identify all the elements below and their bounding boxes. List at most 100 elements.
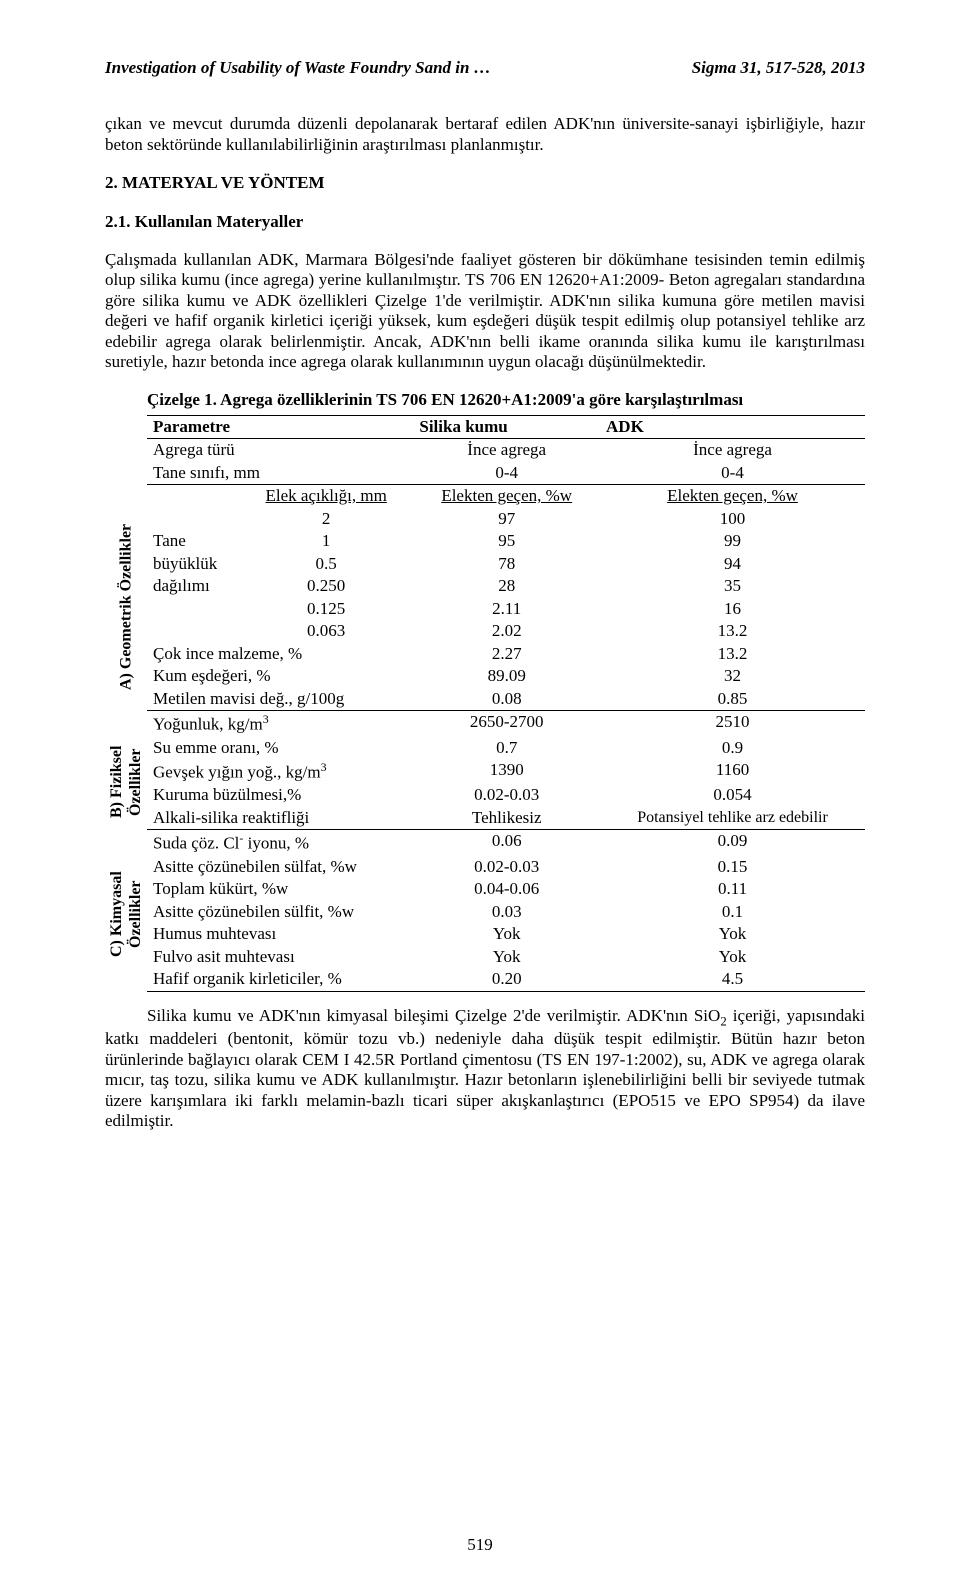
cell: 0.02-0.03 <box>413 784 600 807</box>
cell: İnce agrega <box>413 439 600 462</box>
cell: Yok <box>413 923 600 946</box>
section-heading-2: 2. MATERYAL VE YÖNTEM <box>105 173 865 193</box>
th-silica: Silika kumu <box>413 415 600 439</box>
cell: 1160 <box>600 759 865 784</box>
cell: 1 <box>239 530 413 553</box>
cell: 35 <box>600 575 865 598</box>
cell: 0.06 <box>413 830 600 856</box>
cell: Yok <box>600 946 865 969</box>
section-heading-2-1: 2.1. Kullanılan Materyaller <box>105 212 865 232</box>
cell: Metilen mavisi değ., g/100g <box>147 688 413 711</box>
page-number: 519 <box>0 1535 960 1555</box>
running-head-right: Sigma 31, 517-528, 2013 <box>692 58 865 78</box>
cell: 4.5 <box>600 968 865 991</box>
sup: 3 <box>263 712 269 726</box>
group-label-a: A) Geometrik Özellikler <box>105 487 147 727</box>
cell: 2.11 <box>413 598 600 621</box>
subhead-silica: Elekten geçen, %w <box>413 485 600 508</box>
cell: Asitte çözünebilen sülfat, %w <box>147 856 413 879</box>
cell: 89.09 <box>413 665 600 688</box>
cell: 0.15 <box>600 856 865 879</box>
cell: 99 <box>600 530 865 553</box>
subhead-adk: Elekten geçen, %w <box>600 485 865 508</box>
cell: 0.11 <box>600 878 865 901</box>
cell: 2.27 <box>413 643 600 666</box>
cell-text: Yoğunluk, kg/m <box>153 715 263 734</box>
cell: 13.2 <box>600 620 865 643</box>
dist-label: büyüklük <box>147 553 239 576</box>
cell: 0.5 <box>239 553 413 576</box>
page: Investigation of Usability of Waste Foun… <box>0 0 960 1595</box>
cell: 0.08 <box>413 688 600 711</box>
table1-caption: Çizelge 1. Agrega özelliklerinin TS 706 … <box>147 390 865 410</box>
cell: 0.04-0.06 <box>413 878 600 901</box>
cell: Çok ince malzeme, % <box>147 643 413 666</box>
cell: 95 <box>413 530 600 553</box>
cell: 0.9 <box>600 737 865 760</box>
cell: 2.02 <box>413 620 600 643</box>
cell: 2 <box>239 508 413 531</box>
cell: 1390 <box>413 759 600 784</box>
table1-caption-text: Çizelge 1. Agrega özelliklerinin TS 706 … <box>147 390 743 409</box>
paragraph-materials: Çalışmada kullanılan ADK, Marmara Bölges… <box>105 250 865 372</box>
table1-wrap: A) Geometrik Özellikler B) Fiziksel Özel… <box>105 415 865 992</box>
cell: Tehlikesiz <box>413 807 600 830</box>
cell-text: iyonu, % <box>243 834 309 853</box>
table1: Parametre Silika kumu ADK Agrega türü İn… <box>147 415 865 992</box>
cell: Kum eşdeğeri, % <box>147 665 413 688</box>
cell: 13.2 <box>600 643 865 666</box>
cell: İnce agrega <box>600 439 865 462</box>
cell: Asitte çözünebilen sülfit, %w <box>147 901 413 924</box>
cell: Su emme oranı, % <box>147 737 413 760</box>
cell: 0.7 <box>413 737 600 760</box>
sup: 3 <box>321 760 327 774</box>
cell: Hafif organik kirleticiler, % <box>147 968 413 991</box>
text: Silika kumu ve ADK'nın kimyasal bileşimi… <box>147 1006 720 1025</box>
dist-label: Tane <box>147 530 239 553</box>
running-head: Investigation of Usability of Waste Foun… <box>105 58 865 78</box>
cell: 2650-2700 <box>413 711 600 737</box>
group-label-b: B) Fiziksel Özellikler <box>105 727 147 837</box>
cell: 0.1 <box>600 901 865 924</box>
table1-group-labels: A) Geometrik Özellikler B) Fiziksel Özel… <box>105 415 147 992</box>
cell: 0.85 <box>600 688 865 711</box>
cell: 94 <box>600 553 865 576</box>
cell: 97 <box>413 508 600 531</box>
cell: 100 <box>600 508 865 531</box>
cell: 78 <box>413 553 600 576</box>
cell-text: Suda çöz. Cl <box>153 834 239 853</box>
dist-label: dağılımı <box>147 575 239 598</box>
running-head-left: Investigation of Usability of Waste Foun… <box>105 58 491 78</box>
cell: 0-4 <box>413 462 600 485</box>
cell: Suda çöz. Cl- iyonu, % <box>147 830 413 856</box>
cell: Tane sınıfı, mm <box>147 462 413 485</box>
cell: 0.03 <box>413 901 600 924</box>
cell: 0.125 <box>239 598 413 621</box>
th-adk: ADK <box>600 415 865 439</box>
cell: 2510 <box>600 711 865 737</box>
cell: Agrega türü <box>147 439 413 462</box>
cell: 0.20 <box>413 968 600 991</box>
cell: Fulvo asit muhtevası <box>147 946 413 969</box>
cell: Alkali-silika reaktifliği <box>147 807 413 830</box>
cell: 0.250 <box>239 575 413 598</box>
cell: Yok <box>413 946 600 969</box>
cell: 0.063 <box>239 620 413 643</box>
cell: Toplam kükürt, %w <box>147 878 413 901</box>
cell: Yok <box>600 923 865 946</box>
group-label-c: C) Kimyasal Özellikler <box>105 837 147 992</box>
cell-text: Gevşek yığın yoğ., kg/m <box>153 763 321 782</box>
cell: 0.02-0.03 <box>413 856 600 879</box>
cell: 0.054 <box>600 784 865 807</box>
cell: Humus muhtevası <box>147 923 413 946</box>
th-param: Parametre <box>147 415 413 439</box>
cell: Kuruma büzülmesi,% <box>147 784 413 807</box>
paragraph-closing: Silika kumu ve ADK'nın kimyasal bileşimi… <box>105 1006 865 1132</box>
cell: Potansiyel tehlike arz edebilir <box>600 807 865 830</box>
cell: 28 <box>413 575 600 598</box>
cell: 0-4 <box>600 462 865 485</box>
cell: Gevşek yığın yoğ., kg/m3 <box>147 759 413 784</box>
cell: 0.09 <box>600 830 865 856</box>
cell: 16 <box>600 598 865 621</box>
subhead-elek: Elek açıklığı, mm <box>239 485 413 508</box>
